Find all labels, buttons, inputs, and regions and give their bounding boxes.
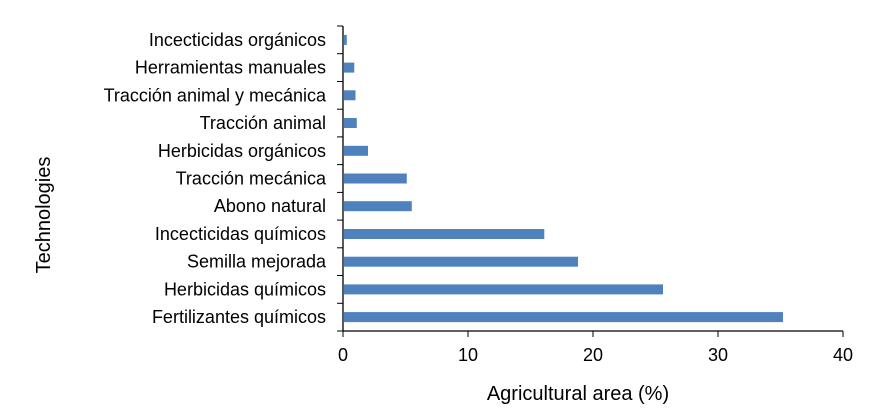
bar bbox=[344, 145, 368, 156]
category-label: Tracción animal bbox=[200, 113, 326, 133]
x-tick-label: 20 bbox=[583, 345, 603, 365]
bar bbox=[344, 256, 578, 267]
category-label: Semilla mejorada bbox=[187, 252, 327, 272]
bar bbox=[344, 229, 545, 239]
bar bbox=[344, 312, 783, 323]
bars bbox=[344, 34, 783, 323]
x-axis-title: Agricultural area (%) bbox=[487, 383, 669, 405]
category-label: Incecticidas químicos bbox=[155, 224, 326, 244]
x-tick-label: 30 bbox=[708, 345, 728, 365]
category-label: Fertilizantes químicos bbox=[152, 307, 326, 327]
bar bbox=[344, 284, 663, 295]
bar bbox=[344, 90, 356, 101]
bar bbox=[344, 118, 357, 128]
y-axis-title: Technologies bbox=[33, 157, 55, 274]
category-label: Incecticidas orgánicos bbox=[149, 30, 326, 50]
x-tick-label: 40 bbox=[833, 345, 853, 365]
bar bbox=[344, 173, 407, 184]
category-label: Abono natural bbox=[214, 196, 326, 216]
category-label: Herramientas manuales bbox=[135, 58, 326, 78]
bar bbox=[344, 62, 355, 73]
x-tick-label: 10 bbox=[458, 345, 478, 365]
category-label: Tracción animal y mecánica bbox=[104, 85, 327, 105]
axes bbox=[337, 25, 844, 337]
labels: Incecticidas orgánicos Herramientas manua… bbox=[104, 30, 853, 365]
category-label: Herbicidas químicos bbox=[164, 279, 326, 299]
category-label: Herbicidas orgánicos bbox=[158, 141, 326, 161]
x-tick-label: 0 bbox=[338, 345, 348, 365]
category-label: Tracción mecánica bbox=[176, 169, 327, 189]
bar bbox=[344, 34, 347, 45]
bar bbox=[344, 201, 412, 212]
